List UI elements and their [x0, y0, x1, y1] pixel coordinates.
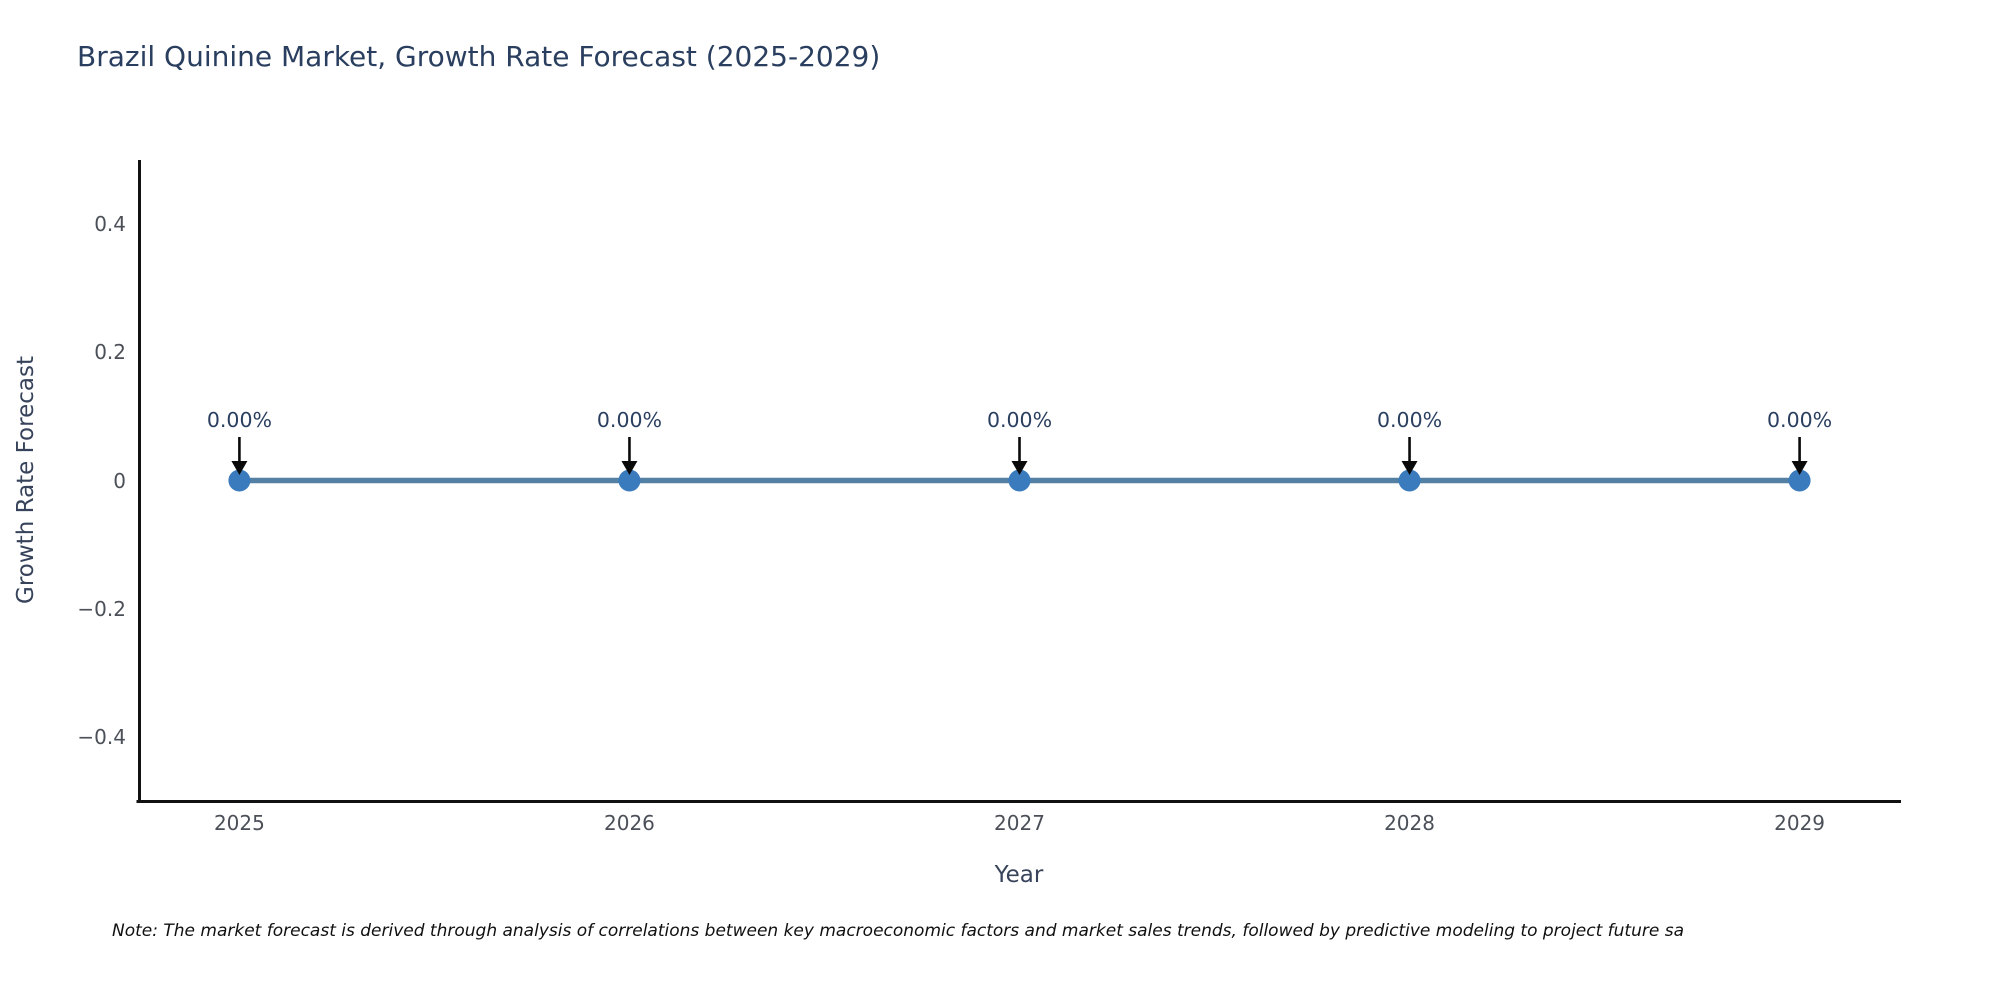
data-point-marker	[228, 469, 251, 492]
y-axis-title: Growth Rate Forecast	[13, 356, 39, 604]
chart-title: Brazil Quinine Market, Growth Rate Forec…	[77, 40, 881, 73]
data-point-marker	[1398, 469, 1421, 492]
y-tick-label: 0.4	[94, 212, 126, 237]
data-point-label: 0.00%	[1767, 408, 1833, 432]
annotation-arrow-head	[231, 461, 248, 475]
data-point-marker	[618, 469, 641, 492]
data-point-label: 0.00%	[986, 408, 1053, 432]
y-tick-label: −0.2	[77, 596, 126, 621]
chart-footnote: Note: The market forecast is derived thr…	[112, 921, 1684, 941]
data-point-label: 0.00%	[206, 408, 272, 432]
x-axis-title: Year	[994, 862, 1044, 888]
annotation-arrow-head	[1401, 461, 1418, 475]
data-point-label: 0.00%	[596, 408, 663, 432]
data-point-label: 0.00%	[1376, 408, 1443, 432]
x-tick-label: 2026	[604, 811, 655, 835]
annotation-arrow-head	[621, 461, 638, 475]
annotation-arrow-head	[1011, 461, 1028, 475]
x-tick-label: 2029	[1774, 811, 1826, 835]
data-point-marker	[1008, 469, 1031, 492]
data-point-marker	[1788, 469, 1811, 492]
x-tick-label: 2028	[1384, 811, 1435, 835]
y-tick-label: 0.2	[94, 340, 126, 365]
annotation-arrow-head	[1791, 461, 1808, 475]
x-tick-label: 2027	[994, 811, 1045, 835]
y-tick-label: −0.4	[77, 724, 126, 749]
x-tick-label: 2025	[213, 811, 265, 835]
y-tick-label: 0	[113, 468, 126, 493]
